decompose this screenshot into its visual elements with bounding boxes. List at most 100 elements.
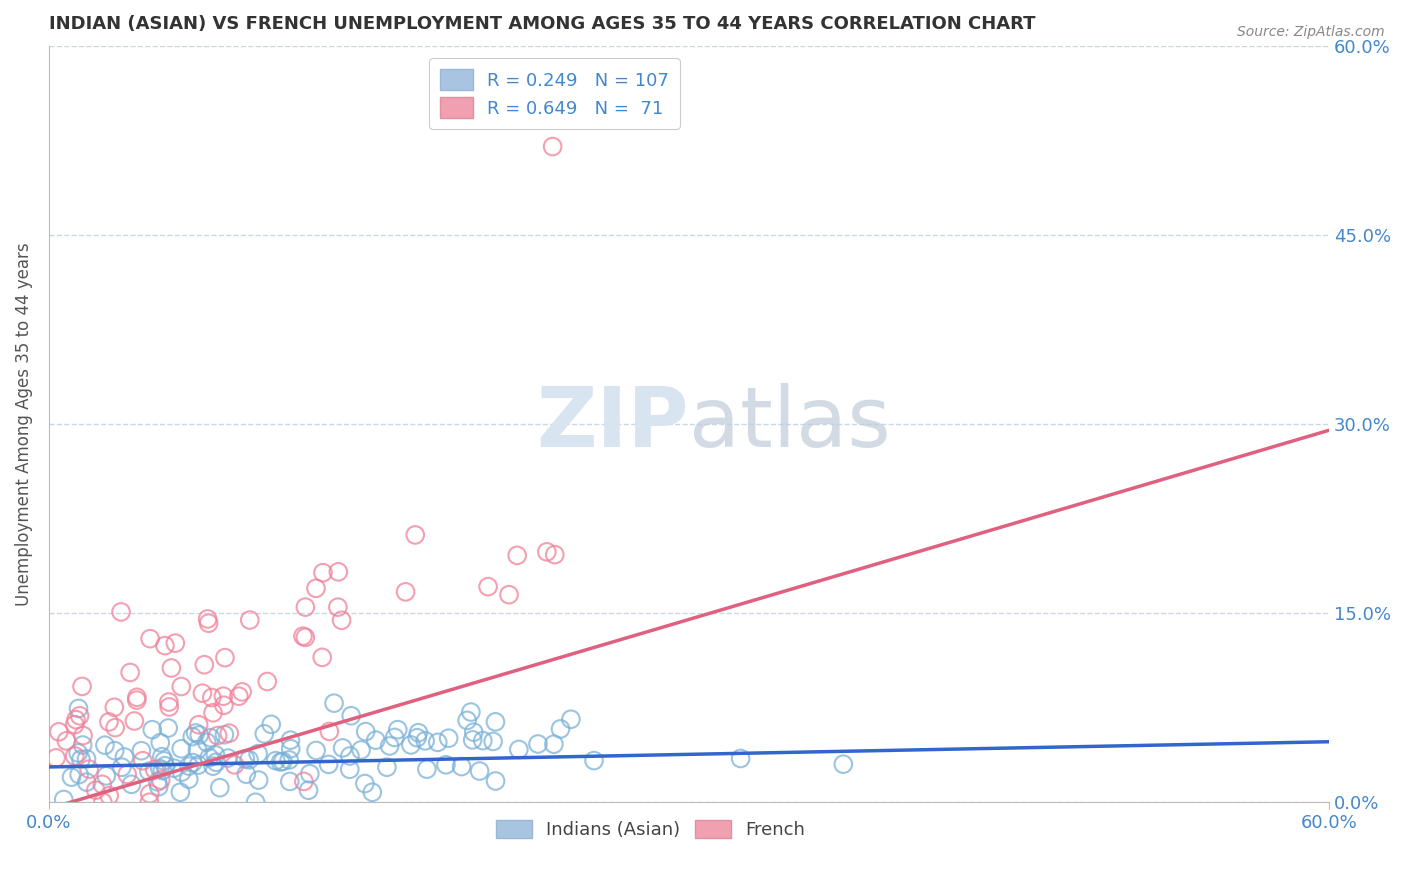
Point [832, 757, 855, 772]
Point [72, 738, 94, 752]
Point [67, 767, 90, 781]
Point [72, 729, 94, 743]
Point [217, 751, 239, 765]
Point [143, 763, 166, 777]
Point [45, 751, 67, 765]
Point [297, 783, 319, 797]
Point [434, 757, 457, 772]
Point [214, 650, 236, 665]
Point [318, 724, 340, 739]
Point [186, 742, 208, 756]
Point [323, 696, 346, 710]
Point [138, 795, 160, 809]
Point [198, 750, 221, 764]
Point [340, 708, 363, 723]
Point [104, 721, 127, 735]
Point [124, 714, 146, 728]
Point [456, 714, 478, 728]
Point [197, 612, 219, 626]
Point [131, 744, 153, 758]
Point [214, 728, 236, 742]
Point [65, 713, 87, 727]
Point [375, 760, 398, 774]
Point [148, 780, 170, 794]
Point [271, 755, 294, 769]
Y-axis label: Unemployment Among Ages 35 to 44 years: Unemployment Among Ages 35 to 44 years [15, 242, 32, 606]
Point [77, 762, 100, 776]
Point [146, 774, 169, 789]
Point [149, 762, 172, 776]
Point [541, 139, 564, 153]
Point [278, 774, 301, 789]
Point [384, 731, 406, 745]
Point [112, 750, 135, 764]
Point [63, 717, 86, 731]
Point [235, 767, 257, 781]
Point [157, 721, 180, 735]
Point [96, 769, 118, 783]
Point [264, 754, 287, 768]
Point [298, 766, 321, 780]
Point [318, 757, 340, 772]
Point [278, 753, 301, 767]
Point [339, 762, 361, 776]
Point [67, 701, 90, 715]
Point [238, 753, 260, 767]
Point [416, 762, 439, 776]
Point [406, 731, 429, 745]
Point [76, 752, 98, 766]
Point [256, 674, 278, 689]
Point [305, 743, 328, 757]
Point [98, 789, 121, 803]
Point [165, 636, 187, 650]
Text: Source: ZipAtlas.com: Source: ZipAtlas.com [1237, 25, 1385, 39]
Point [202, 759, 225, 773]
Point [69, 708, 91, 723]
Point [139, 787, 162, 801]
Point [207, 729, 229, 743]
Point [115, 767, 138, 781]
Point [260, 717, 283, 731]
Point [97, 714, 120, 729]
Point [103, 700, 125, 714]
Point [477, 580, 499, 594]
Point [247, 747, 270, 761]
Point [224, 757, 246, 772]
Point [177, 772, 200, 787]
Point [247, 773, 270, 788]
Point [354, 724, 377, 739]
Point [138, 764, 160, 779]
Point [482, 734, 505, 748]
Point [339, 749, 361, 764]
Point [177, 759, 200, 773]
Point [91, 777, 114, 791]
Point [270, 755, 292, 769]
Point [169, 785, 191, 799]
Point [153, 754, 176, 768]
Point [292, 774, 315, 789]
Point [141, 723, 163, 737]
Point [294, 600, 316, 615]
Point [70, 752, 93, 766]
Point [378, 739, 401, 753]
Point [111, 760, 134, 774]
Point [170, 680, 193, 694]
Text: atlas: atlas [689, 384, 891, 465]
Point [125, 690, 148, 705]
Point [149, 736, 172, 750]
Text: INDIAN (ASIAN) VS FRENCH UNEMPLOYMENT AMONG AGES 35 TO 44 YEARS CORRELATION CHAR: INDIAN (ASIAN) VS FRENCH UNEMPLOYMENT AM… [49, 15, 1035, 33]
Point [231, 685, 253, 699]
Point [354, 776, 377, 790]
Point [67, 746, 90, 760]
Point [399, 738, 422, 752]
Point [218, 726, 240, 740]
Point [157, 700, 180, 714]
Text: ZIP: ZIP [537, 384, 689, 465]
Point [730, 751, 752, 765]
Point [294, 631, 316, 645]
Point [471, 733, 494, 747]
Point [280, 733, 302, 747]
Point [52, 792, 75, 806]
Point [460, 705, 482, 719]
Point [187, 717, 209, 731]
